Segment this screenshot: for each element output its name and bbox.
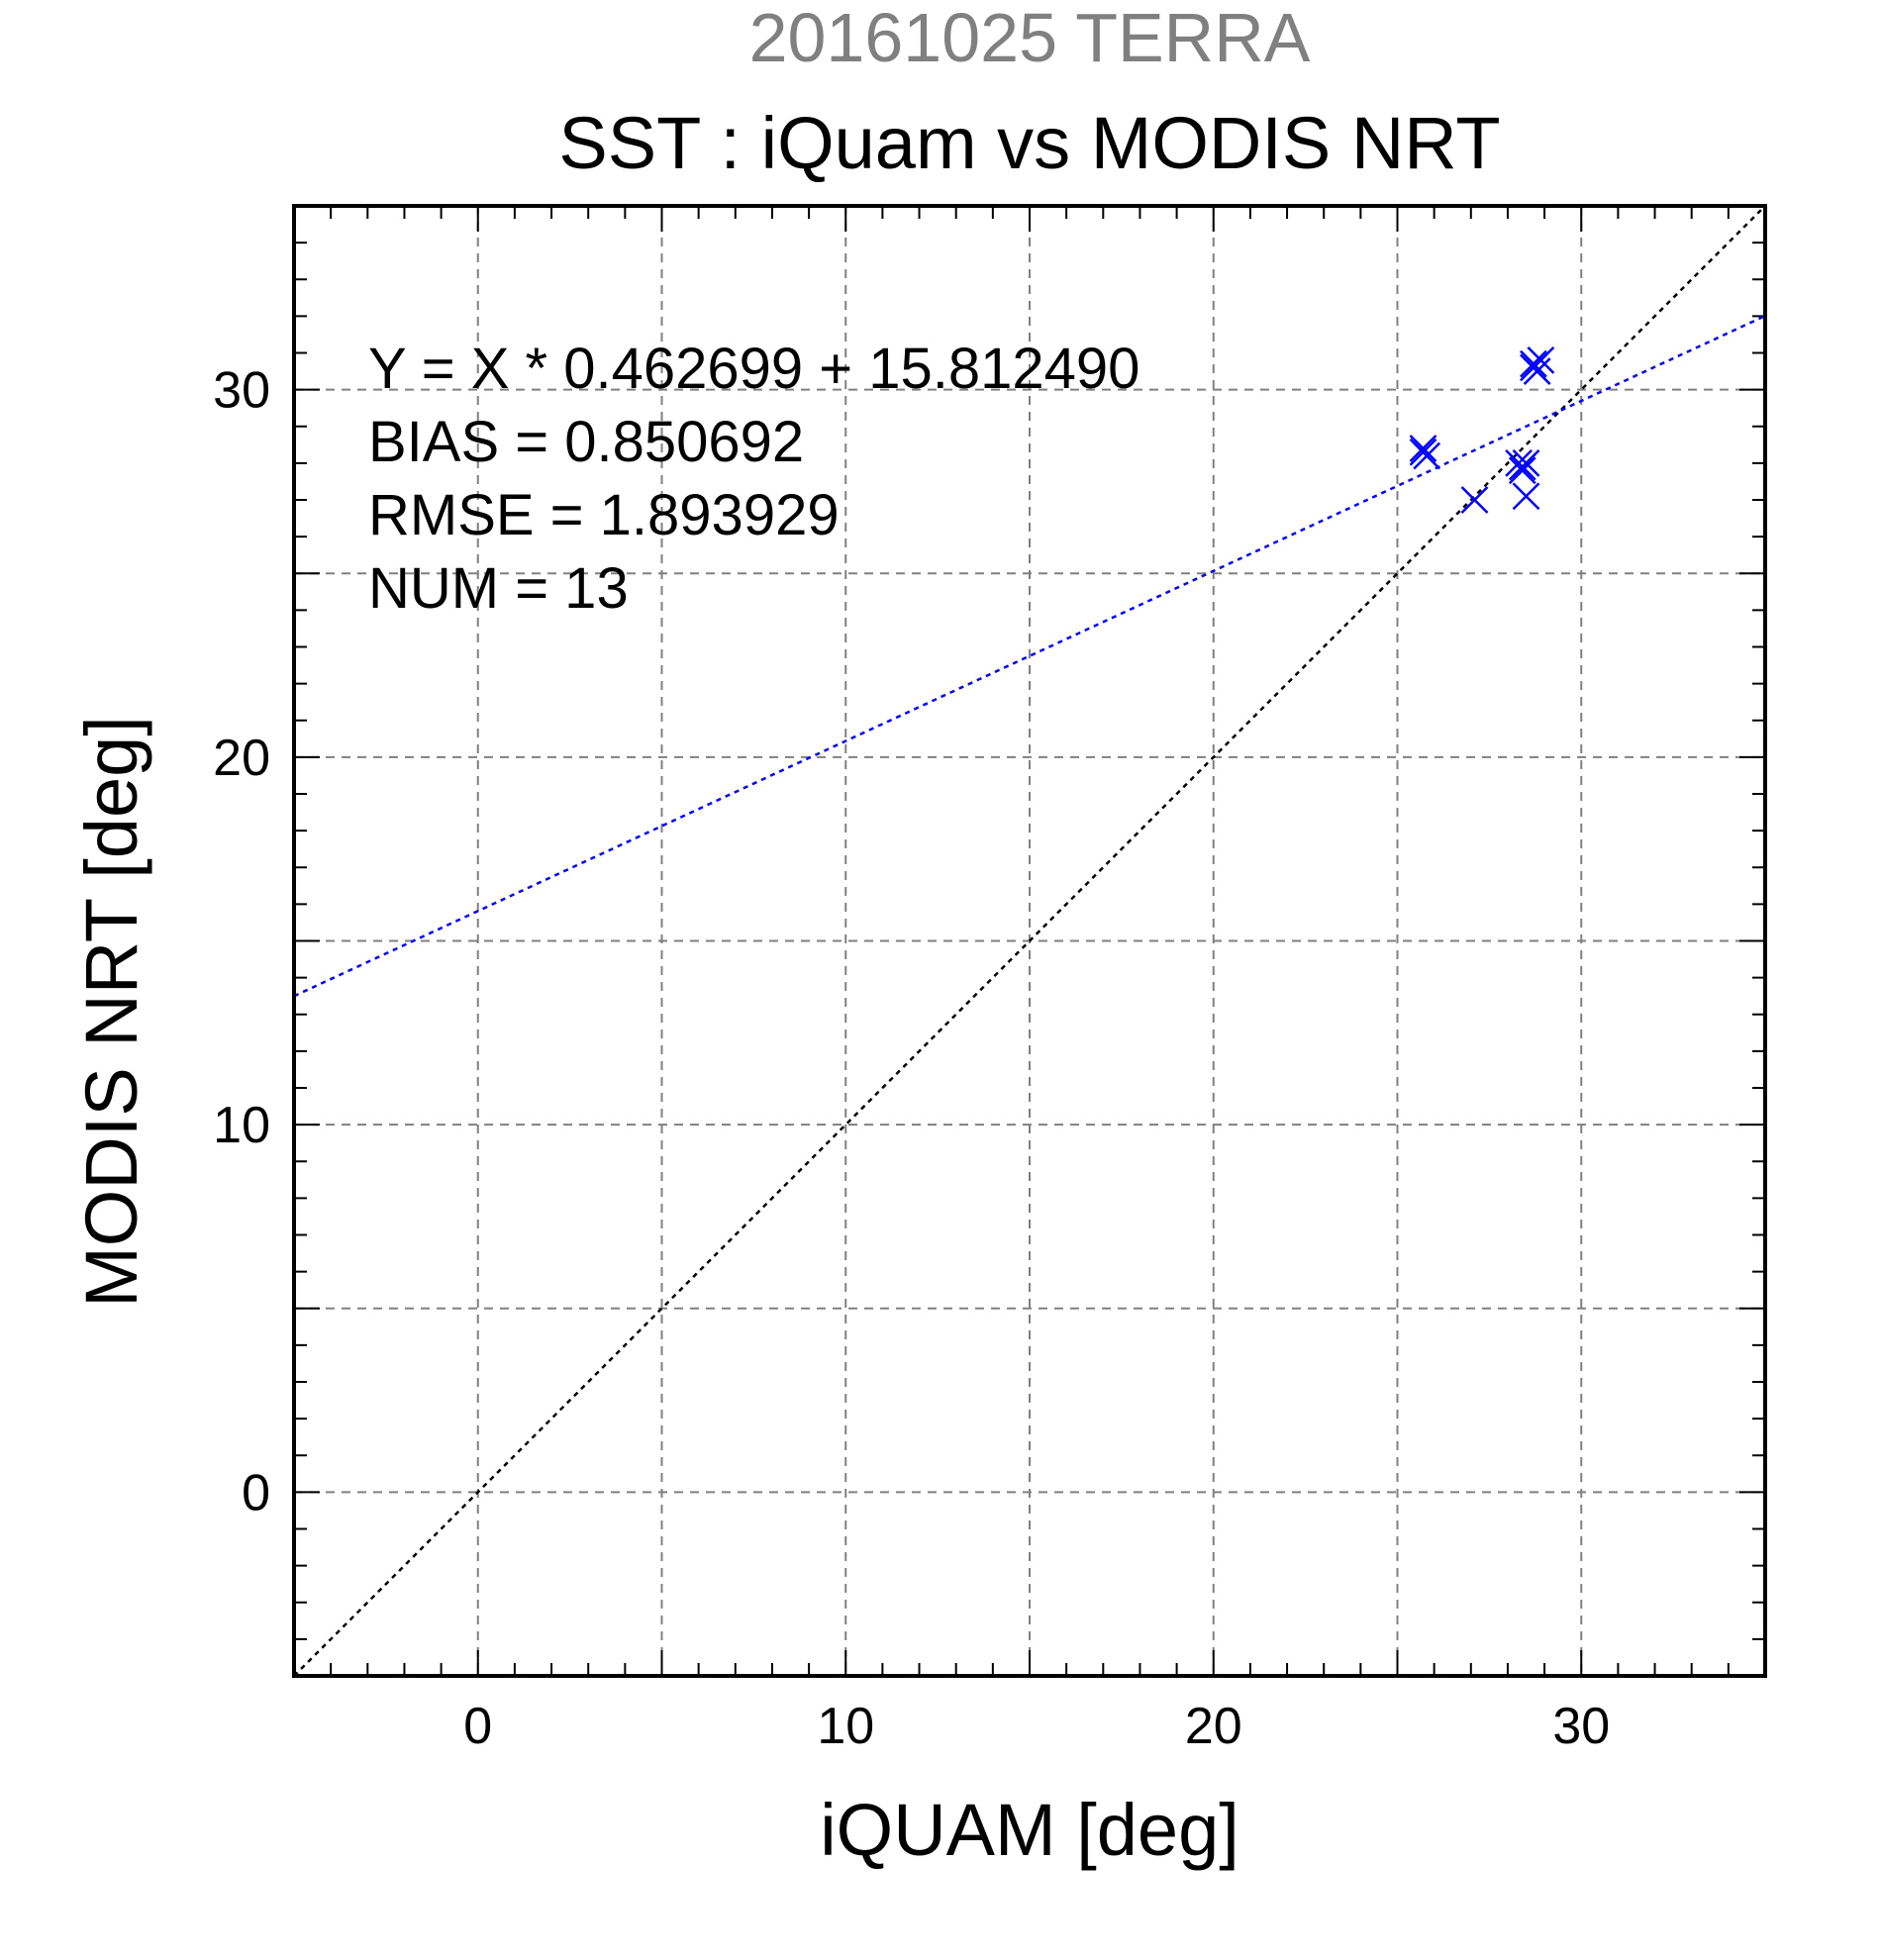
stats-regression-equation: Y = X * 0.462699 + 15.812490 (368, 337, 1139, 401)
y-tick-label: 0 (242, 1464, 270, 1521)
data-point-stroke (1512, 482, 1540, 511)
y-tick-label: 30 (213, 362, 270, 420)
data-points (1409, 346, 1555, 514)
x-tick-label: 20 (1185, 1698, 1242, 1755)
data-point-stroke (1520, 349, 1547, 378)
data-point (1520, 353, 1547, 382)
x-tick-label: 0 (463, 1698, 492, 1755)
y-tick-label: 10 (213, 1097, 270, 1154)
data-point (1512, 482, 1540, 511)
data-point-stroke (1460, 486, 1489, 514)
axis-ticks (294, 206, 1765, 1676)
data-point (1409, 435, 1437, 462)
data-point-stroke (1508, 456, 1536, 485)
data-point (1508, 456, 1536, 485)
data-point (1409, 438, 1437, 466)
chart-title: SST : iQuam vs MODIS NRT (558, 102, 1500, 184)
data-point-stroke (1512, 448, 1540, 477)
data-point (1520, 349, 1547, 378)
y-tick-label: 20 (213, 730, 270, 787)
y-axis-label: MODIS NRT [deg] (70, 716, 152, 1308)
grid (294, 206, 1765, 1676)
data-point-stroke (1520, 353, 1547, 382)
stats-rmse: RMSE = 1.893929 (368, 483, 840, 547)
regression-line (293, 314, 1766, 998)
x-axis-label: iQUAM [deg] (820, 1789, 1239, 1871)
data-point-stroke (1409, 438, 1437, 466)
plot-frame (292, 204, 1767, 1678)
stats-bias: BIAS = 0.850692 (368, 410, 804, 474)
tick-labels: 0 0 10 10 20 20 30 30 (213, 362, 1610, 1755)
data-point (1460, 486, 1489, 514)
x-tick-label: 30 (1552, 1698, 1610, 1755)
x-tick-label: 10 (817, 1698, 874, 1755)
data-point-stroke (1409, 435, 1437, 462)
stats-box: Y = X * 0.462699 + 15.812490 BIAS = 0.85… (368, 337, 1139, 621)
identity-line (293, 205, 1766, 1677)
data-point (1512, 448, 1540, 477)
stats-num: NUM = 13 (368, 556, 629, 621)
chart-date-title: 20161025 TERRA (749, 0, 1311, 76)
